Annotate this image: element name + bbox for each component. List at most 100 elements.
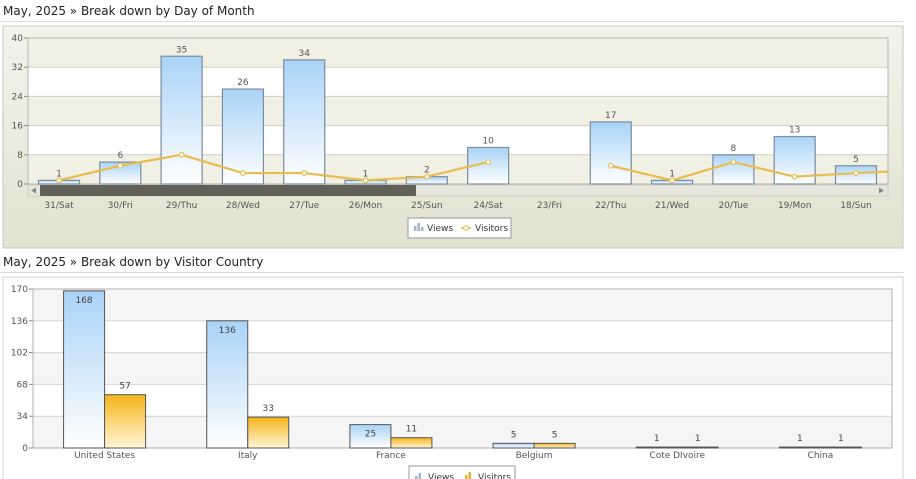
views-data-label: 1 <box>654 434 660 444</box>
views-bar <box>283 59 326 185</box>
legend-views-label[interactable]: Views <box>427 224 453 234</box>
bar-data-label: 6 <box>117 151 123 161</box>
x-tick-label: 25/Sun <box>411 201 443 211</box>
plot-band <box>33 384 892 417</box>
visitors-data-label: 1 <box>695 434 701 444</box>
plot-band <box>28 38 888 68</box>
x-tick-label: 19/Mon <box>778 201 811 211</box>
legend-visitors-label[interactable]: Visitors <box>475 224 508 234</box>
visitors-bar <box>247 416 290 449</box>
x-tick-label: 24/Sat <box>474 201 504 211</box>
views-data-label: 1 <box>797 434 803 444</box>
visitors-bar <box>819 446 862 449</box>
views-bar <box>349 424 392 449</box>
x-tick-label: 18/Sun <box>840 201 872 211</box>
scroll-right-arrow-icon[interactable] <box>879 187 884 194</box>
x-tick-label: 26/Mon <box>349 201 382 211</box>
plot-band <box>33 416 892 448</box>
legend-box <box>407 217 512 239</box>
x-tick-label: Italy <box>238 451 258 461</box>
x-tick-label: 28/Wed <box>226 201 260 211</box>
bar-data-label: 2 <box>424 166 430 176</box>
legend-visitors-icon <box>465 475 468 479</box>
visitor-country-chart: 0 34 68 102 136 170 168 57 United States 136 33 Ita… <box>2 276 904 479</box>
plot-band <box>33 352 892 385</box>
x-tick-label: Belgium <box>516 451 553 461</box>
day-chart-title: May, 2025 » Break down by Day of Month <box>3 4 255 18</box>
visitors-bar <box>390 437 433 449</box>
y-tick-label: 0 <box>22 444 28 454</box>
x-tick-label: 22/Thu <box>595 201 626 211</box>
y-tick-label: 136 <box>11 317 28 327</box>
legend-views-icon <box>414 226 417 231</box>
legend: Views Visitors <box>407 217 512 239</box>
y-tick-label: 8 <box>17 151 23 161</box>
plot-frame <box>27 37 889 185</box>
views-bar <box>206 320 249 449</box>
legend-views-label[interactable]: Views <box>428 473 454 479</box>
views-bar <box>778 446 821 449</box>
y-tick-label: 32 <box>12 63 23 73</box>
visitors-point <box>117 162 124 169</box>
y-tick-label: 34 <box>17 412 29 422</box>
bar-data-label: 8 <box>731 144 737 154</box>
visitors-point <box>669 177 675 184</box>
y-tick-label: 16 <box>12 122 24 132</box>
plot-band <box>33 289 892 321</box>
views-bar <box>712 154 755 185</box>
visitors-line <box>58 153 489 182</box>
visitors-point <box>240 170 246 176</box>
views-data-label: 5 <box>511 430 517 440</box>
bar-data-label: 26 <box>237 78 249 88</box>
x-tick-label: 31/Sat <box>44 201 74 211</box>
visitors-point <box>791 173 798 180</box>
y-tick-label: 24 <box>12 92 24 102</box>
x-tick-label: China <box>808 451 834 461</box>
views-bar <box>63 290 106 449</box>
visitors-data-label: 57 <box>119 382 130 392</box>
y-tick-label: 102 <box>11 349 28 359</box>
scrollbar-thumb[interactable] <box>40 185 416 196</box>
views-bar <box>589 121 632 185</box>
views-bar <box>635 446 678 449</box>
x-tick-label: 23/Fri <box>537 201 562 211</box>
visitors-point <box>301 170 308 176</box>
visitors-point <box>607 162 614 169</box>
scroll-left-arrow-icon[interactable] <box>31 187 36 194</box>
bar-data-label: 1 <box>56 169 62 179</box>
visitors-point <box>853 170 859 176</box>
visitors-bar <box>533 442 576 449</box>
visitors-line <box>610 160 889 182</box>
bar-data-label: 1 <box>363 169 369 179</box>
visitors-point <box>485 159 492 166</box>
scrollbar-track[interactable] <box>27 184 889 197</box>
legend-views-icon <box>415 476 418 479</box>
visitors-point <box>56 177 62 184</box>
visitors-data-label: 33 <box>263 404 274 414</box>
x-tick-label: 29/Thu <box>166 201 197 211</box>
day-chart-title-rule <box>0 21 904 22</box>
views-bar <box>492 442 535 449</box>
legend-visitors-label[interactable]: Visitors <box>478 473 511 479</box>
visitors-bar <box>104 394 147 449</box>
legend-box <box>408 465 516 479</box>
views-data-label: 168 <box>75 296 92 306</box>
visitors-point <box>423 173 430 180</box>
x-tick-label: United States <box>74 451 135 461</box>
plot-band <box>28 67 888 97</box>
legend-visitors-icon-bar <box>468 472 471 479</box>
y-tick-label: 68 <box>17 380 29 390</box>
bar-data-label: 1 <box>669 169 675 179</box>
visitors-data-label: 1 <box>838 434 844 444</box>
x-tick-label: Cote DIvoire <box>649 451 705 461</box>
y-tick-label: 40 <box>12 34 24 44</box>
visitors-data-label: 11 <box>406 425 417 435</box>
x-tick-label: 21/Wed <box>655 201 689 211</box>
bar-data-label: 13 <box>789 126 800 136</box>
plot-band <box>28 96 888 126</box>
plot-band <box>28 125 888 155</box>
x-tick-label: France <box>376 451 406 461</box>
plot-frame <box>32 288 893 449</box>
country-chart-title: May, 2025 » Break down by Visitor Countr… <box>3 255 264 269</box>
